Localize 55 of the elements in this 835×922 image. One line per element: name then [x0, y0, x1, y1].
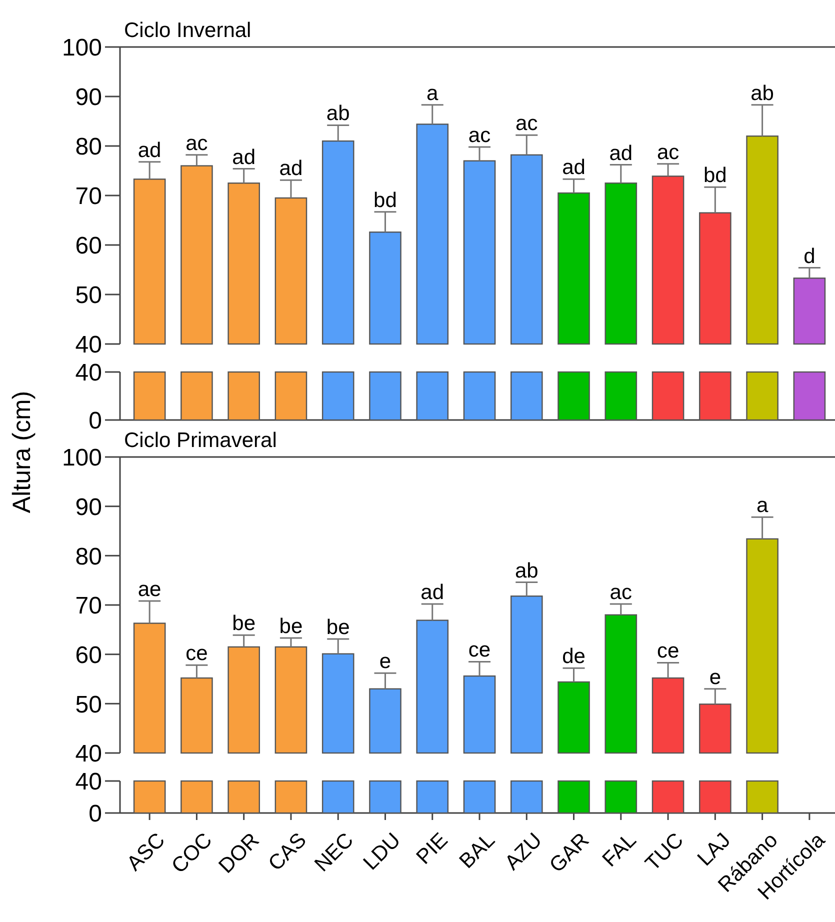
y-tick-label: 40 [75, 768, 102, 796]
data-label: be [279, 615, 303, 638]
y-tick-label: 70 [75, 592, 102, 620]
data-label: ce [186, 642, 208, 666]
y-tick-label: 60 [75, 232, 102, 260]
data-label: ad [609, 142, 633, 165]
y-tick-label: 0 [88, 408, 102, 435]
data-label: ad [279, 157, 303, 180]
y-tick-label: 40 [75, 740, 102, 768]
data-label: e [709, 666, 722, 689]
chart-title: Ciclo Invernal [124, 19, 252, 42]
data-label: ac [656, 140, 680, 164]
data-label: ce [468, 638, 491, 662]
data-label: d [804, 244, 816, 268]
data-label: ab [750, 82, 774, 105]
data-label: be [232, 612, 256, 636]
data-label: ae [138, 578, 162, 602]
y-axis-title: Altura (cm) [8, 390, 36, 514]
data-label: ab [514, 559, 538, 582]
chart-title: Ciclo Primaveral [124, 429, 277, 452]
y-tick-label: 50 [75, 282, 102, 310]
data-label: ad [562, 156, 586, 180]
y-tick-label: 50 [75, 691, 102, 718]
data-label: ad [420, 581, 444, 604]
x-tick-label: FAL [598, 828, 641, 872]
data-label: ad [232, 146, 256, 169]
data-label: ac [186, 132, 208, 155]
y-tick-label: 70 [75, 183, 102, 210]
data-label: ce [656, 640, 680, 663]
data-label: bd [703, 164, 727, 188]
data-label: ad [138, 138, 162, 162]
y-tick-label: 100 [62, 34, 102, 62]
data-label: a [756, 494, 768, 518]
x-tick-label: PIE [412, 828, 452, 869]
y-tick-label: 60 [75, 642, 102, 669]
y-tick-label: 90 [75, 84, 102, 112]
y-tick-label: 0 [88, 800, 102, 828]
y-tick-label: 80 [75, 543, 102, 570]
y-tick-label: 90 [75, 494, 102, 521]
y-tick-label: 80 [75, 134, 102, 161]
x-tick-label: TUC [641, 828, 688, 876]
y-tick-label: 40 [75, 332, 102, 359]
data-label: ac [516, 112, 538, 136]
data-label: ac [468, 124, 491, 147]
y-tick-label: 40 [75, 360, 102, 387]
x-tick-label: CAS [264, 828, 311, 876]
data-label: de [562, 645, 586, 668]
data-label: be [326, 616, 350, 640]
y-tick-label: 100 [62, 444, 102, 472]
x-tick-label: BAL [455, 828, 500, 874]
data-label: a [426, 82, 439, 105]
data-label: ac [610, 581, 632, 604]
data-label: ab [326, 102, 350, 126]
data-label: bd [374, 188, 397, 212]
data-label: e [379, 650, 392, 674]
